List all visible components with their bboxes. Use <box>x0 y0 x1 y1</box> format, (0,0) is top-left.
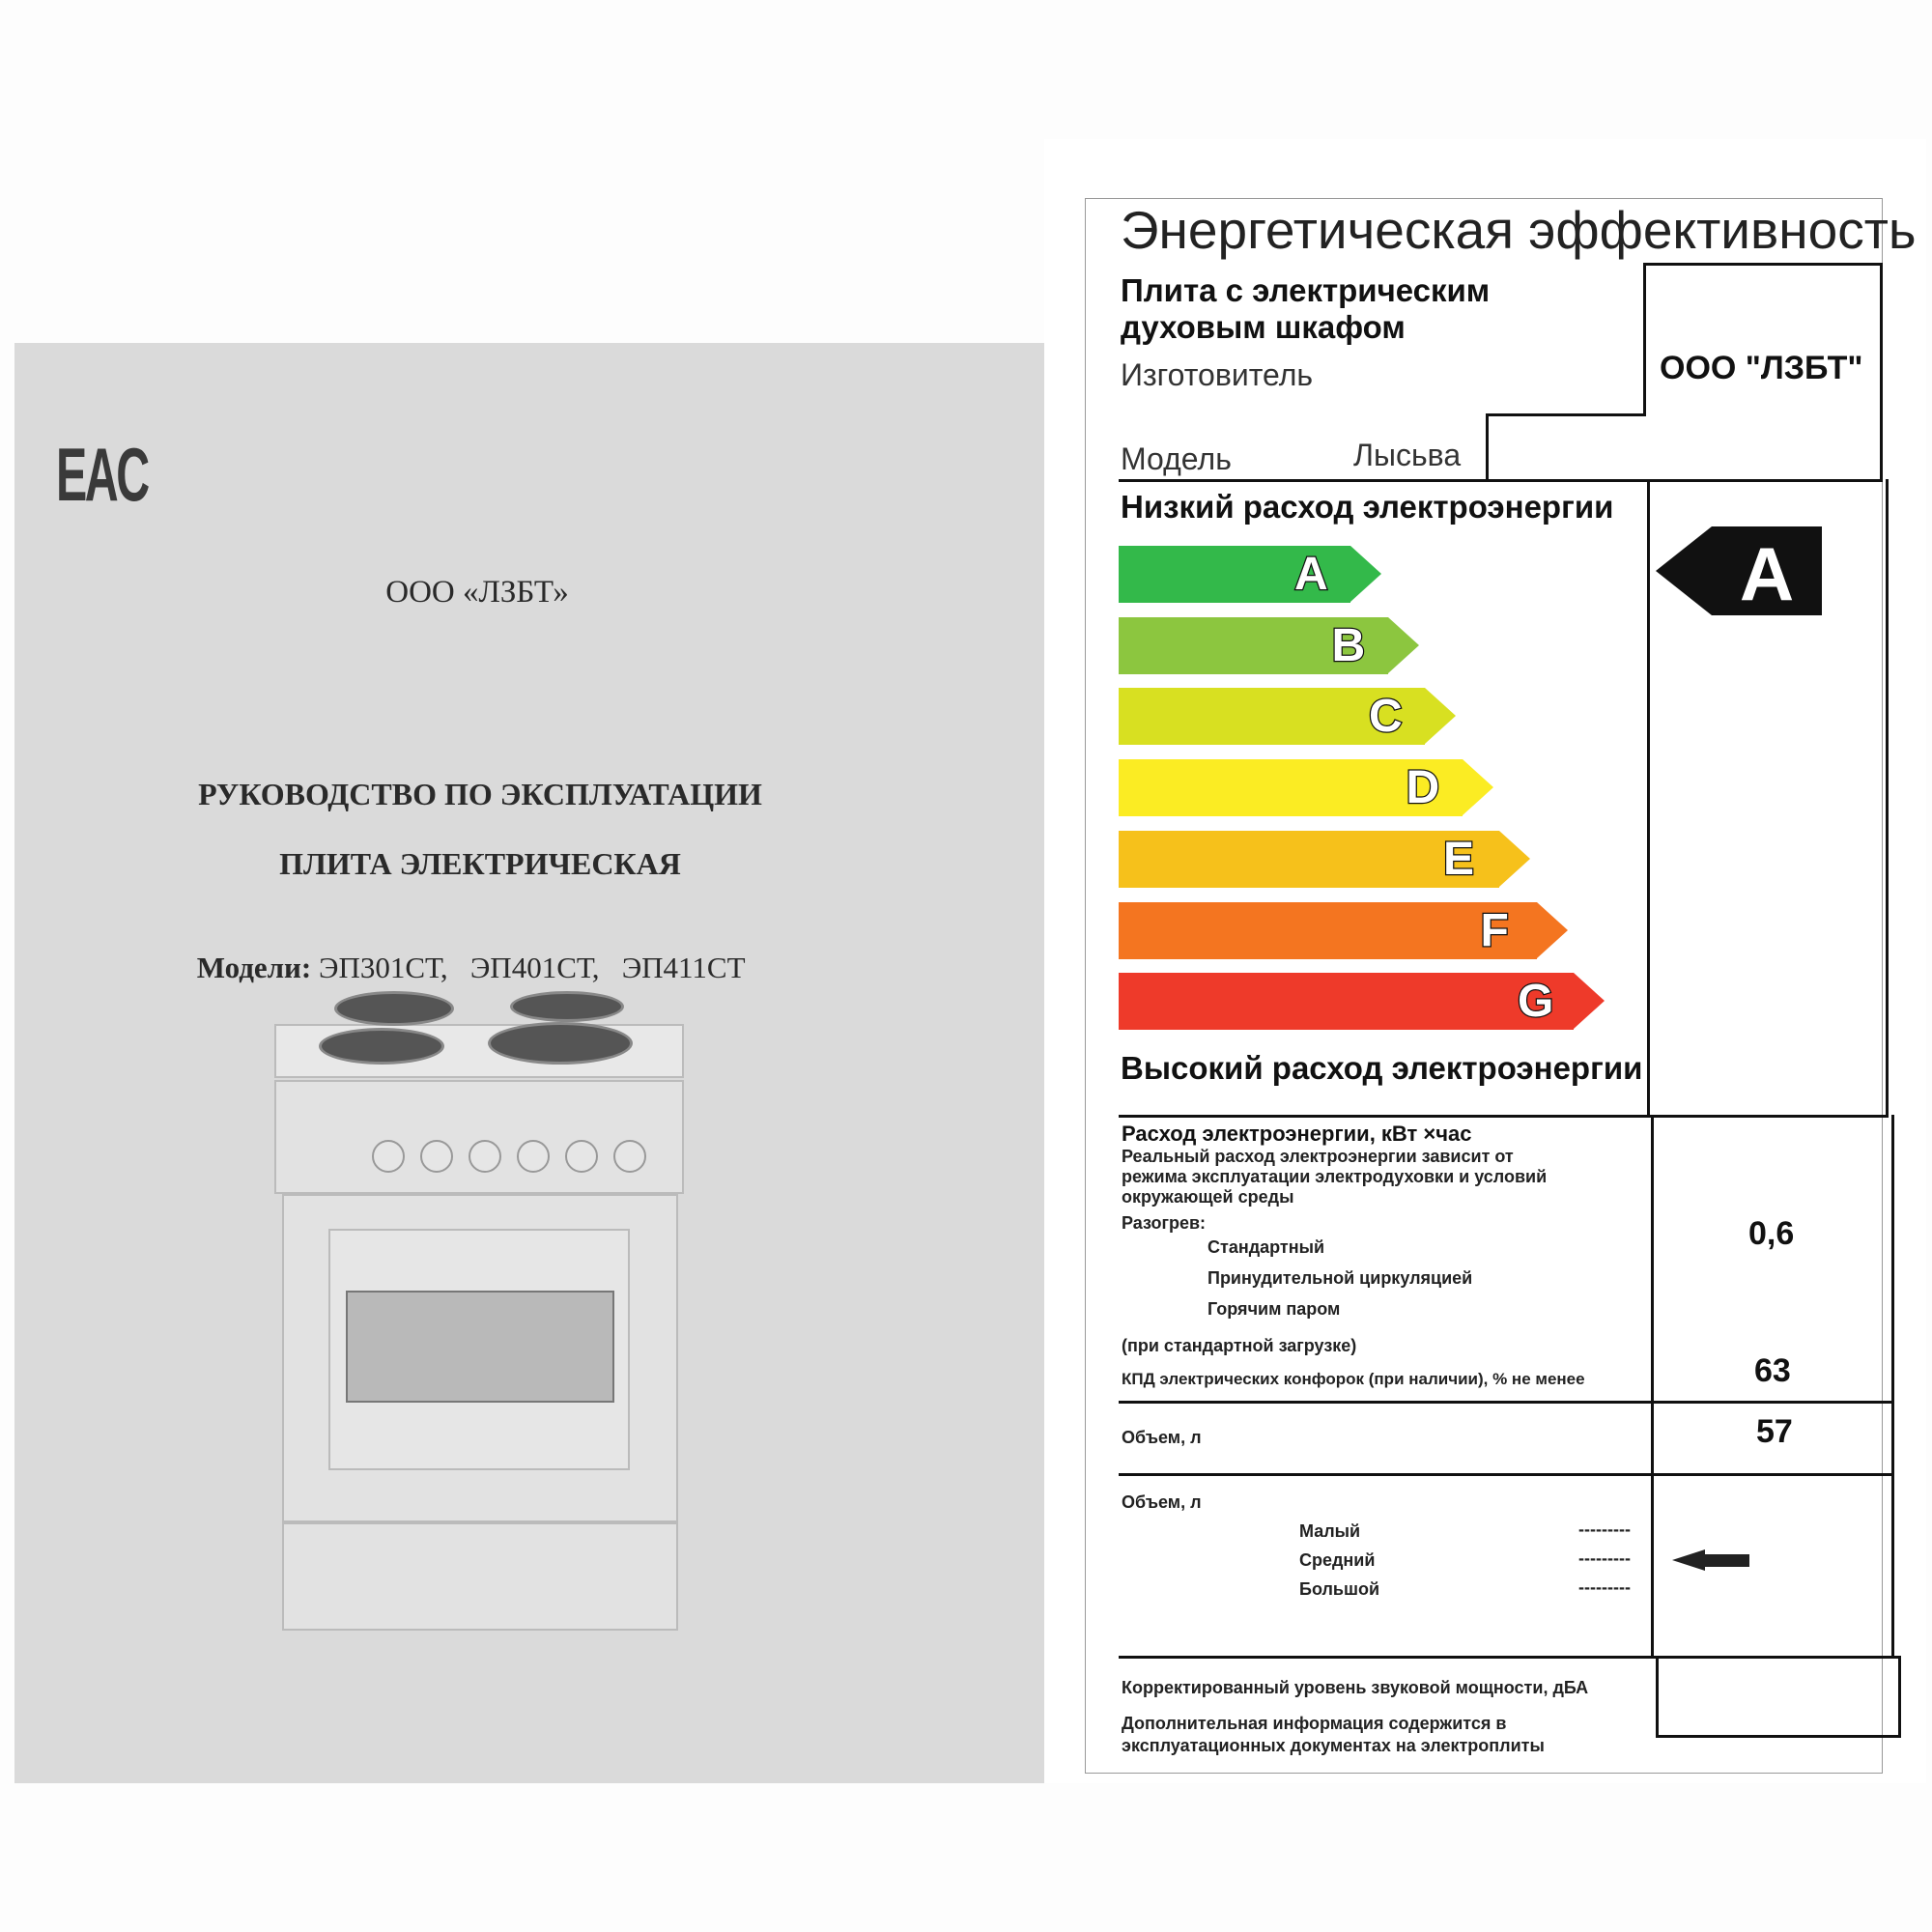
energy-class-letter: G <box>1517 975 1555 1029</box>
divider <box>1119 1473 1894 1476</box>
energy-label-frame <box>1085 198 1883 1774</box>
energy-class-bar-d: D <box>1119 759 1493 817</box>
product-type-line2: духовым шкафом <box>1121 309 1406 345</box>
info-note: эксплуатационных документах на электропл… <box>1122 1736 1545 1755</box>
heating-label: Разогрев: <box>1122 1213 1207 1233</box>
info-note: Дополнительная информация содержится в <box>1122 1714 1507 1733</box>
energy-class-bar-c: C <box>1119 688 1456 746</box>
size-large: Большой <box>1299 1579 1380 1599</box>
low-consumption-label: Низкий расход электроэнергии <box>1121 489 1614 525</box>
volume-value: 57 <box>1756 1413 1793 1450</box>
divider <box>1643 263 1646 415</box>
energy-class-bar-tip <box>1387 616 1419 673</box>
energy-class-bar-tip <box>1574 973 1605 1030</box>
consumption-note: режима эксплуатации электродуховки и усл… <box>1122 1167 1548 1186</box>
selected-size-arrow-icon <box>1672 1549 1749 1571</box>
booklet-subtitle: ПЛИТА ЭЛЕКТРИЧЕСКАЯ <box>279 846 681 881</box>
divider <box>1656 1656 1659 1737</box>
divider <box>1119 1115 1889 1118</box>
energy-class-bar-e: E <box>1119 830 1530 888</box>
divider <box>1886 479 1889 1117</box>
volume-label: Объем, л <box>1122 1428 1202 1447</box>
size-medium: Средний <box>1299 1550 1376 1570</box>
divider <box>1880 263 1883 481</box>
eac-logo: EAC <box>56 432 150 517</box>
energy-class-bar-tip <box>1425 688 1456 745</box>
energy-class-bar-tip <box>1536 901 1568 958</box>
high-consumption-label: Высокий расход электроэнергии <box>1121 1050 1643 1086</box>
divider <box>1119 1656 1901 1659</box>
energy-class-letter: B <box>1330 618 1366 672</box>
consumption-note: окружающей среды <box>1122 1187 1294 1207</box>
energy-class-letter: C <box>1368 690 1404 744</box>
energy-class-bar-tip <box>1350 546 1381 602</box>
heating-mode: Принудительной циркуляцией <box>1208 1268 1473 1288</box>
models-list: ЭП301СТ, ЭП401СТ, ЭП411СТ <box>318 951 746 984</box>
divider <box>1651 1115 1654 1657</box>
energy-class-bar-tip <box>1462 759 1493 816</box>
size-dashes: --------- <box>1578 1548 1631 1568</box>
divider <box>1486 413 1646 416</box>
divider <box>1486 413 1489 481</box>
product-type-line1: Плита с электрическим <box>1121 272 1491 308</box>
consumption-note: Реальный расход электроэнергии зависит о… <box>1122 1147 1514 1166</box>
label-title: Энергетическая эффективность <box>1121 200 1917 260</box>
load-note: (при стандартной загрузке) <box>1122 1336 1357 1355</box>
noise-label: Корректированный уровень звуковой мощнос… <box>1122 1678 1589 1697</box>
divider <box>1647 479 1650 1117</box>
energy-class-letter: A <box>1293 548 1329 602</box>
energy-class-letter: F <box>1479 903 1510 957</box>
energy-label-sheet <box>1044 139 1926 1783</box>
efficiency-value: 63 <box>1754 1352 1791 1389</box>
manufacturer-value: ООО "ЛЗБТ" <box>1660 350 1863 386</box>
size-dashes: --------- <box>1578 1577 1631 1597</box>
size-small: Малый <box>1299 1521 1361 1541</box>
divider <box>1898 1656 1901 1737</box>
divider <box>1119 1401 1894 1404</box>
energy-class-bar-f: F <box>1119 901 1568 959</box>
energy-class-bar-tip <box>1499 830 1530 887</box>
booklet-company: ООО «ЛЗБТ» <box>385 575 569 610</box>
size-dashes: --------- <box>1578 1520 1631 1539</box>
manufacturer-label: Изготовитель <box>1121 357 1314 392</box>
consumption-title: Расход электроэнергии, кВт ×час <box>1122 1122 1472 1146</box>
model-label: Модель <box>1121 441 1232 476</box>
divider <box>1119 479 1883 482</box>
rating-arrow: A <box>1656 526 1822 616</box>
heating-mode: Стандартный <box>1208 1237 1325 1257</box>
models-label: Модели: <box>196 951 312 984</box>
booklet-models: Модели: ЭП301СТ, ЭП401СТ, ЭП411СТ <box>189 916 746 985</box>
energy-class-bar-g: G <box>1119 973 1605 1031</box>
booklet-title: РУКОВОДСТВО ПО ЭКСПЛУАТАЦИИ <box>198 777 762 811</box>
energy-class-bar-b: B <box>1119 616 1419 674</box>
divider <box>1643 263 1883 266</box>
energy-class-bar-a: A <box>1119 546 1381 603</box>
efficiency-label: КПД электрических конфорок (при наличии)… <box>1122 1370 1585 1388</box>
energy-class-letter: D <box>1405 761 1440 815</box>
model-value: Лысьва <box>1353 438 1462 472</box>
size-label: Объем, л <box>1122 1492 1202 1512</box>
divider <box>1891 1115 1894 1657</box>
divider <box>1656 1735 1901 1738</box>
rating-letter: A <box>1739 531 1795 616</box>
consumption-value: 0,6 <box>1748 1215 1795 1252</box>
heating-mode: Горячим паром <box>1208 1299 1341 1319</box>
energy-class-letter: E <box>1442 833 1476 887</box>
